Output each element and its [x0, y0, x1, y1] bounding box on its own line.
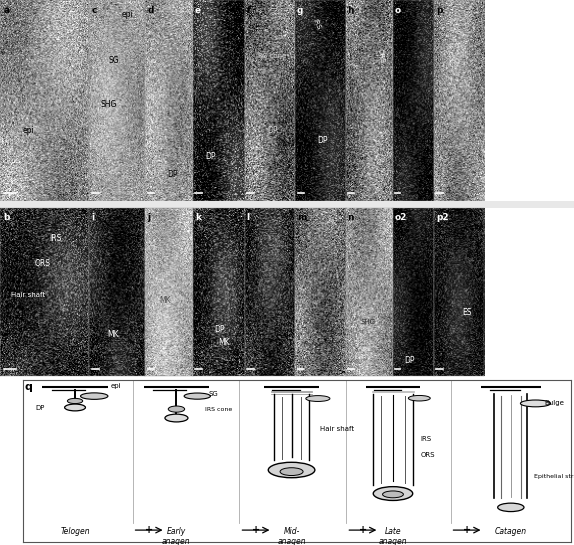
- Text: a: a: [3, 6, 10, 15]
- Text: Bulge: Bulge: [545, 401, 565, 407]
- Ellipse shape: [408, 396, 430, 401]
- Ellipse shape: [165, 414, 188, 422]
- Text: DP: DP: [405, 356, 415, 366]
- Text: IRS: IRS: [311, 18, 321, 31]
- Text: ORS: ORS: [377, 49, 385, 64]
- Ellipse shape: [306, 396, 330, 402]
- Text: ORS: ORS: [34, 259, 51, 268]
- Text: Early: Early: [167, 527, 186, 536]
- Text: p: p: [436, 6, 443, 15]
- Text: q: q: [24, 382, 32, 392]
- Text: MK: MK: [107, 330, 118, 338]
- Ellipse shape: [65, 404, 86, 411]
- Text: Mid-: Mid-: [284, 527, 300, 536]
- Text: DP: DP: [215, 325, 225, 334]
- Text: e: e: [195, 6, 201, 15]
- Text: o2: o2: [394, 213, 406, 222]
- Text: c: c: [91, 6, 96, 15]
- Text: b: b: [3, 213, 10, 222]
- Ellipse shape: [168, 406, 185, 412]
- Text: SHG: SHG: [314, 323, 329, 329]
- Text: +: +: [145, 525, 153, 535]
- Text: SG: SG: [208, 391, 218, 397]
- Text: Catagen: Catagen: [495, 527, 527, 536]
- Text: h: h: [347, 6, 354, 15]
- Text: Late: Late: [385, 527, 401, 536]
- Text: IRS: IRS: [420, 436, 432, 442]
- Text: o: o: [394, 6, 401, 15]
- Text: DP: DP: [317, 136, 328, 145]
- Ellipse shape: [80, 393, 108, 399]
- Text: anagen: anagen: [379, 537, 408, 545]
- Text: p2: p2: [436, 213, 449, 222]
- Ellipse shape: [498, 503, 524, 512]
- Text: DP: DP: [205, 152, 216, 161]
- Text: ES: ES: [462, 308, 471, 317]
- Text: Hair shaft: Hair shaft: [11, 293, 45, 299]
- Text: MK: MK: [160, 296, 171, 305]
- Text: Epithelial strand: Epithelial strand: [534, 474, 574, 479]
- Ellipse shape: [521, 400, 550, 407]
- Text: anagen: anagen: [162, 537, 191, 545]
- Text: f: f: [247, 6, 250, 15]
- Text: +: +: [463, 525, 471, 535]
- Text: +: +: [252, 525, 260, 535]
- Text: DP: DP: [267, 126, 278, 135]
- Text: SHG: SHG: [100, 100, 117, 109]
- Text: epi: epi: [111, 383, 121, 389]
- Ellipse shape: [382, 491, 404, 498]
- Text: SG: SG: [109, 56, 119, 65]
- Text: j: j: [147, 213, 150, 222]
- Text: d: d: [147, 6, 153, 15]
- Text: m: m: [297, 213, 307, 222]
- Ellipse shape: [67, 398, 83, 404]
- Text: k: k: [195, 213, 201, 222]
- Text: n: n: [347, 213, 354, 222]
- Text: IRS: IRS: [49, 234, 61, 243]
- Ellipse shape: [268, 462, 315, 478]
- Text: epi: epi: [22, 126, 34, 135]
- Text: l: l: [247, 213, 250, 222]
- Text: Telogen: Telogen: [60, 527, 90, 536]
- Text: Hair shaft: Hair shaft: [320, 426, 354, 432]
- Text: anagen: anagen: [277, 537, 306, 545]
- Text: ORS: ORS: [420, 452, 435, 458]
- Text: DP: DP: [36, 405, 45, 411]
- Text: MK: MK: [218, 338, 230, 347]
- Text: g: g: [297, 6, 304, 15]
- Ellipse shape: [280, 468, 303, 476]
- Text: IRS cone: IRS cone: [205, 407, 232, 412]
- Text: DP: DP: [168, 170, 178, 179]
- Text: epi: epi: [121, 10, 133, 19]
- Text: SHG: SHG: [360, 319, 375, 325]
- Ellipse shape: [373, 487, 413, 500]
- Text: IRS cone: IRS cone: [255, 53, 286, 59]
- Text: +: +: [359, 525, 367, 535]
- Text: i: i: [91, 213, 94, 222]
- Ellipse shape: [184, 393, 211, 399]
